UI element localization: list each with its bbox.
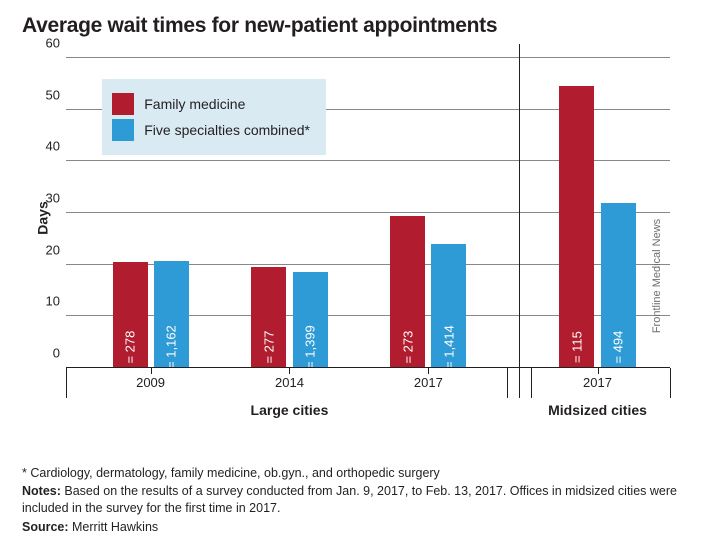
legend-item: Five specialties combined* xyxy=(112,119,310,141)
legend-label: Five specialties combined* xyxy=(144,122,310,138)
bar-combined: n = 494 xyxy=(601,203,636,368)
bar-n-label: n = 1,162 xyxy=(164,325,179,380)
footnote-source: Source: Merritt Hawkins xyxy=(22,519,680,536)
plot-area: Days 0102030405060 n = 278n = 1,162n = 2… xyxy=(66,48,670,388)
bar-combined: n = 1,162 xyxy=(154,261,189,368)
legend-swatch xyxy=(112,119,134,141)
x-tick-label: 2017 xyxy=(583,375,612,390)
legend-item: Family medicine xyxy=(112,93,310,115)
bar-family: n = 278 xyxy=(113,262,148,368)
bar-combined: n = 1,414 xyxy=(431,244,466,368)
x-axis-baseline xyxy=(66,367,670,368)
y-tick-label: 30 xyxy=(38,191,60,206)
footnote-asterisk: * Cardiology, dermatology, family medici… xyxy=(22,465,680,482)
legend: Family medicine Five specialties combined… xyxy=(102,79,326,155)
group-tick xyxy=(507,368,508,398)
y-tick-label: 0 xyxy=(38,346,60,361)
y-axis-label: Days xyxy=(35,201,51,234)
bar-family: n = 277 xyxy=(251,267,286,368)
notes-text: Based on the results of a survey conduct… xyxy=(22,484,677,515)
bar-n-label: n = 1,414 xyxy=(441,325,456,380)
group-tick xyxy=(66,368,67,398)
bar-n-label: n = 1,399 xyxy=(303,325,318,380)
bar-combined: n = 1,399 xyxy=(293,272,328,368)
bar-family: n = 273 xyxy=(390,216,425,368)
legend-swatch xyxy=(112,93,134,115)
x-tick-label: 2017 xyxy=(414,375,443,390)
footnotes: * Cardiology, dermatology, family medici… xyxy=(22,465,680,539)
legend-label: Family medicine xyxy=(144,96,245,112)
source-label: Source: xyxy=(22,520,69,534)
group-axis-label: Large cities xyxy=(234,402,344,418)
y-tick-label: 60 xyxy=(38,36,60,51)
x-tick-label: 2014 xyxy=(275,375,304,390)
group-divider xyxy=(519,44,520,398)
x-tick xyxy=(598,368,599,374)
chart-title: Average wait times for new-patient appoi… xyxy=(22,14,680,38)
notes-label: Notes: xyxy=(22,484,61,498)
x-tick xyxy=(289,368,290,374)
footnote-notes: Notes: Based on the results of a survey … xyxy=(22,483,680,517)
x-tick xyxy=(151,368,152,374)
y-tick-label: 10 xyxy=(38,294,60,309)
group-axis-label: Midsized cities xyxy=(543,402,653,418)
source-credit: Frontline Medical News xyxy=(651,219,663,333)
y-tick-label: 40 xyxy=(38,139,60,154)
y-tick-label: 20 xyxy=(38,242,60,257)
group-axis-labels: Large cities Midsized cities xyxy=(66,398,670,438)
group-tick xyxy=(531,368,532,398)
group-tick xyxy=(670,368,671,398)
chart-container: Average wait times for new-patient appoi… xyxy=(0,0,720,552)
bar-family: n = 115 xyxy=(559,86,594,368)
source-text: Merritt Hawkins xyxy=(69,520,159,534)
y-tick-label: 50 xyxy=(38,87,60,102)
x-tick-label: 2009 xyxy=(136,375,165,390)
x-tick xyxy=(428,368,429,374)
